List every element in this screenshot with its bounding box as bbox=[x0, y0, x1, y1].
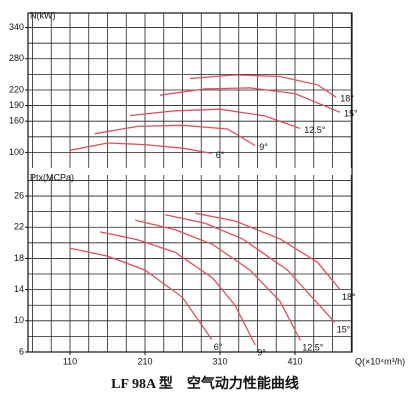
plot-frame bbox=[27, 12, 353, 353]
y-axis-label: N(kW) bbox=[30, 10, 56, 20]
y-tick-label: 10 bbox=[14, 315, 24, 325]
curve-label: 18° bbox=[342, 292, 356, 302]
x-tick-label: 110 bbox=[63, 356, 77, 366]
curve-label: 18° bbox=[340, 94, 354, 104]
y-tick-label: 340 bbox=[9, 22, 24, 32]
y-tick-label: 280 bbox=[9, 53, 24, 63]
y-tick-label: 22 bbox=[14, 222, 24, 232]
x-axis-label: Q(×10⁴m³/h) bbox=[355, 356, 405, 366]
curve bbox=[94, 124, 256, 147]
y-tick-label: 160 bbox=[9, 116, 24, 126]
y-tick-label: 100 bbox=[9, 147, 24, 157]
chart-title: LF 98A 型 空气动力性能曲线 bbox=[111, 375, 299, 392]
curve-label: 6° bbox=[214, 342, 223, 352]
x-tick-label: 210 bbox=[137, 356, 152, 366]
curve bbox=[69, 142, 212, 155]
curve-label: 12.5° bbox=[304, 125, 326, 135]
curve-label: 9° bbox=[257, 347, 266, 357]
y-tick-label: 190 bbox=[9, 100, 24, 110]
y-tick-label: 220 bbox=[9, 84, 24, 94]
curve bbox=[159, 87, 341, 113]
x-tick-label: 410 bbox=[287, 356, 302, 366]
curve bbox=[129, 108, 301, 130]
curve-label: 6° bbox=[216, 150, 225, 160]
y-tick-label: 26 bbox=[14, 190, 24, 200]
y-tick-label: 18 bbox=[14, 253, 24, 263]
curve-label: 9° bbox=[259, 142, 268, 152]
curve bbox=[69, 247, 213, 340]
y-axis-label: Ptx(MCPa) bbox=[30, 172, 74, 182]
y-tick-label: 14 bbox=[14, 284, 24, 294]
curve-label: 15° bbox=[337, 325, 351, 335]
curve bbox=[99, 231, 256, 346]
y-tick-label: 6 bbox=[19, 346, 24, 356]
curve bbox=[189, 74, 337, 98]
curve bbox=[135, 219, 301, 341]
curve bbox=[195, 212, 341, 291]
curve-label: 12.5° bbox=[302, 343, 324, 353]
x-tick-label: 310 bbox=[212, 356, 227, 366]
curve-label: 15° bbox=[344, 109, 358, 119]
curve bbox=[165, 214, 336, 323]
